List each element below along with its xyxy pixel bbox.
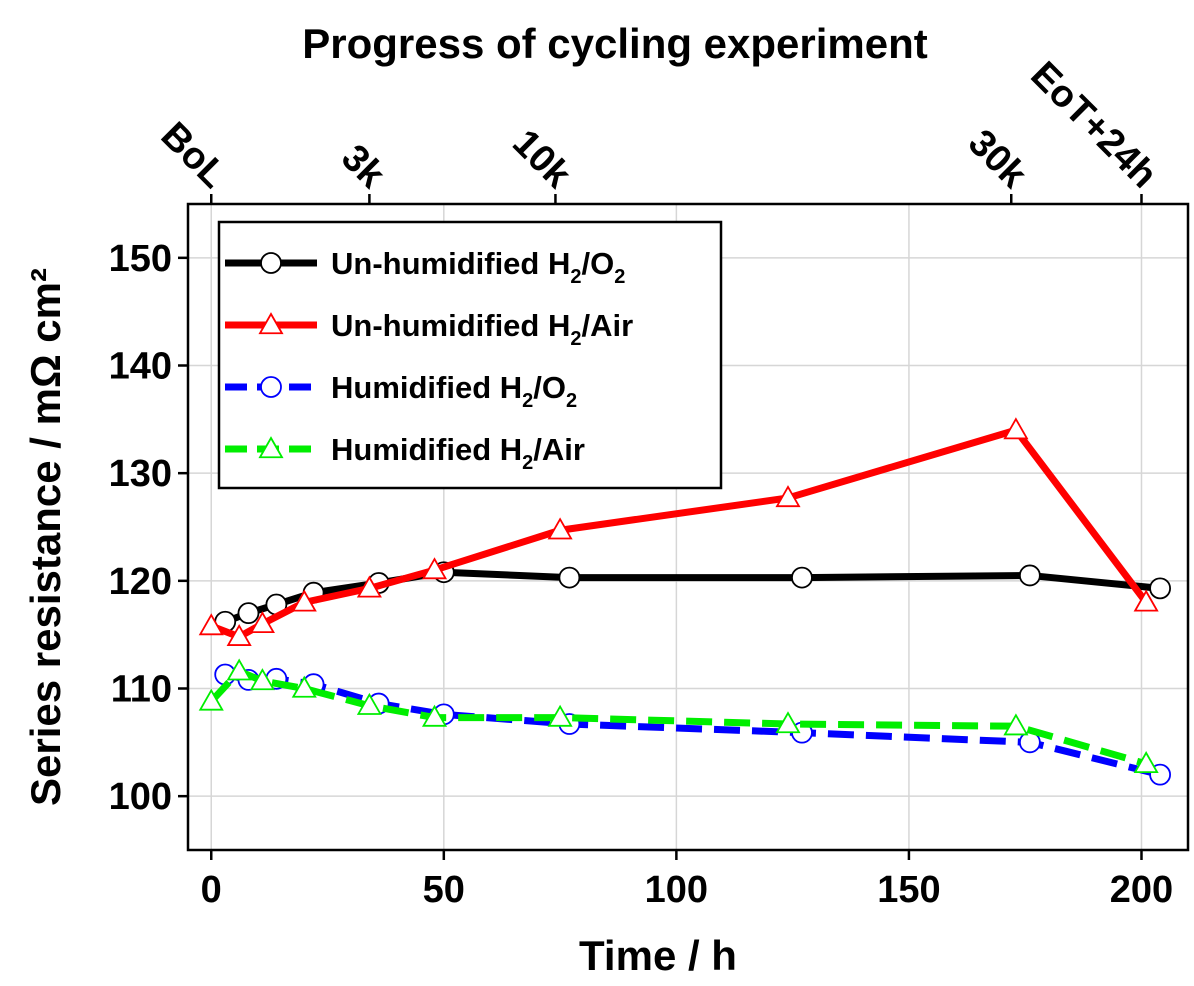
data-point <box>558 566 581 589</box>
data-point <box>226 624 252 646</box>
data-point <box>1133 589 1159 612</box>
data-point <box>249 611 275 634</box>
data-point <box>356 575 382 598</box>
data-point <box>1003 417 1029 440</box>
data-point <box>260 376 282 398</box>
top-tick-label: 10k <box>504 122 579 197</box>
data-point <box>260 252 282 274</box>
data-point <box>1018 564 1041 587</box>
x-axis-title: Time / h <box>579 932 737 979</box>
series-line <box>224 671 1161 779</box>
data-point <box>775 711 801 734</box>
data-point <box>1149 577 1171 600</box>
data-point <box>775 485 801 508</box>
x-tick-label: 200 <box>1110 869 1173 911</box>
legend-label: Humidified H2/Air <box>331 432 585 474</box>
data-point <box>226 658 252 681</box>
data-point <box>421 704 448 727</box>
series-line <box>208 667 1148 768</box>
data-point <box>1003 713 1029 736</box>
data-point <box>237 602 260 625</box>
plot-frame <box>186 202 1190 852</box>
y-axis-title: Series resistance / mΩ cm² <box>22 268 69 806</box>
data-point <box>791 566 813 589</box>
titles: Time / h Progress of cycling experiment Se… <box>22 20 928 979</box>
x-tick-label: 150 <box>877 869 940 911</box>
x-tick-label: 50 <box>423 869 465 911</box>
top-tick-label: 30k <box>960 122 1035 197</box>
y-tick-label: 130 <box>109 453 172 495</box>
y-tick-label: 100 <box>109 776 172 818</box>
data-point <box>291 589 317 612</box>
legend-entry: Humidified H2/O2 <box>225 370 577 412</box>
y-tick-label: 150 <box>109 238 172 280</box>
series-line <box>209 426 1149 641</box>
top-axis-title: Progress of cycling experiment <box>302 20 928 67</box>
data-point <box>258 312 284 335</box>
legend-entry: Humidified H2/Air <box>225 432 585 474</box>
data-point <box>198 688 224 711</box>
y-tick-label: 120 <box>109 561 172 603</box>
data-point <box>258 436 284 459</box>
y-tick-label: 140 <box>109 346 172 388</box>
series-3 <box>198 658 1159 774</box>
data-point <box>547 704 573 727</box>
legend-entry: Un-humidified H2/Air <box>225 308 633 350</box>
x-tick-label: 100 <box>645 869 708 911</box>
data-point <box>421 557 448 580</box>
x-tick-label: 0 <box>201 869 222 911</box>
legend-label: Un-humidified H2/Air <box>331 308 633 350</box>
top-tick-label: 3k <box>333 137 393 197</box>
legend: Un-humidified H2/O2 Un-humidified H2/Air H… <box>217 220 723 490</box>
data-point <box>1133 751 1159 774</box>
series-layer <box>198 417 1171 786</box>
legend-entry: Un-humidified H2/O2 <box>225 246 625 288</box>
top-tick-label: BoL <box>153 114 235 196</box>
data-point <box>249 668 275 691</box>
y-tick-label: 110 <box>111 669 172 711</box>
top-tick-label: EoT+24h <box>1022 54 1164 196</box>
legend-label: Un-humidified H2/O2 <box>331 246 625 288</box>
data-point <box>356 692 382 715</box>
data-point <box>198 613 224 636</box>
data-point <box>291 675 317 698</box>
series-1 <box>198 417 1159 646</box>
data-point <box>547 517 573 540</box>
legend-label: Humidified H2/O2 <box>331 370 577 412</box>
